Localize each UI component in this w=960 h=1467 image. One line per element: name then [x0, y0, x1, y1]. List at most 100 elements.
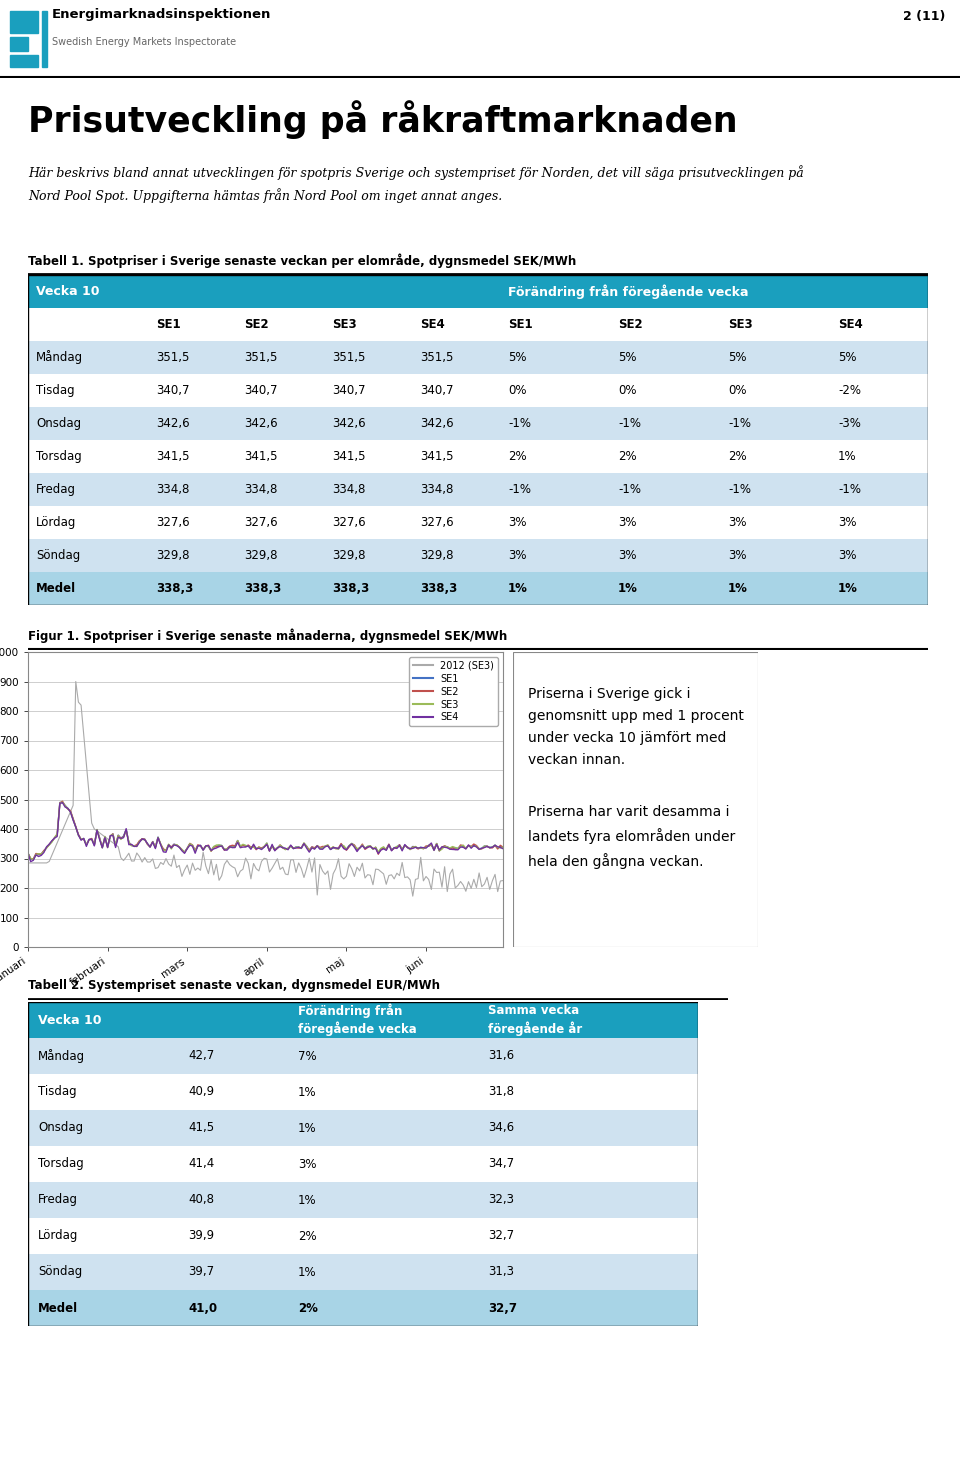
Text: 1%: 1% [618, 582, 637, 596]
Bar [412, 340, 500, 374]
Bar [500, 572, 610, 604]
Bar [28, 406, 148, 440]
Bar [478, 1289, 698, 1326]
Text: 1%: 1% [298, 1194, 317, 1206]
Text: -1%: -1% [618, 483, 641, 496]
Text: 40,8: 40,8 [188, 1194, 214, 1206]
Bar [10, 10, 38, 32]
Text: SE4: SE4 [838, 318, 863, 332]
Text: 351,5: 351,5 [420, 351, 453, 364]
Text: 32,7: 32,7 [488, 1229, 515, 1243]
Bar [28, 1074, 178, 1111]
Bar [324, 506, 412, 538]
Text: Medel: Medel [36, 582, 76, 596]
Bar [830, 308, 928, 340]
Bar [288, 1111, 478, 1146]
Text: Torsdag: Torsdag [38, 1157, 84, 1171]
Bar [830, 374, 928, 406]
Bar [500, 506, 610, 538]
Text: SE1: SE1 [156, 318, 180, 332]
Text: Figur 1. Spotpriser i Sverige senaste månaderna, dygnsmedel SEK/MWh: Figur 1. Spotpriser i Sverige senaste må… [28, 629, 507, 644]
Text: 338,3: 338,3 [244, 582, 281, 596]
Bar [178, 1074, 288, 1111]
Text: SE3: SE3 [728, 318, 753, 332]
Bar [236, 538, 324, 572]
Text: 1%: 1% [838, 582, 858, 596]
Text: 327,6: 327,6 [244, 516, 277, 530]
Bar [720, 440, 830, 472]
Text: 334,8: 334,8 [332, 483, 366, 496]
Bar [28, 440, 148, 472]
Text: 342,6: 342,6 [156, 417, 190, 430]
Bar [236, 406, 324, 440]
Bar [28, 1039, 178, 1074]
Bar [324, 572, 412, 604]
Text: 32,7: 32,7 [488, 1301, 517, 1314]
Bar [500, 374, 610, 406]
Bar [610, 506, 720, 538]
Text: 342,6: 342,6 [332, 417, 366, 430]
Bar [830, 406, 928, 440]
Text: Torsdag: Torsdag [36, 450, 82, 464]
Text: 41,0: 41,0 [188, 1301, 217, 1314]
Bar [610, 308, 720, 340]
Text: 342,6: 342,6 [244, 417, 277, 430]
Bar [412, 472, 500, 506]
Text: 2 (11): 2 (11) [902, 10, 945, 23]
Bar [610, 472, 720, 506]
Text: Vecka 10: Vecka 10 [36, 285, 100, 298]
Text: 1%: 1% [298, 1266, 317, 1279]
Text: 1%: 1% [728, 582, 748, 596]
Bar [28, 1111, 178, 1146]
Bar [478, 1254, 698, 1289]
Bar [236, 506, 324, 538]
Bar [478, 1111, 698, 1146]
Bar [500, 472, 610, 506]
Bar [610, 440, 720, 472]
Bar [28, 308, 148, 340]
Bar [288, 1254, 478, 1289]
Text: Priserna har varit desamma i
landets fyra elområden under
hela den gångna veckan: Priserna har varit desamma i landets fyr… [528, 805, 735, 870]
Text: 327,6: 327,6 [332, 516, 366, 530]
Text: 32,3: 32,3 [488, 1194, 514, 1206]
Text: 0%: 0% [728, 384, 747, 398]
Bar [28, 274, 500, 308]
Bar [148, 374, 236, 406]
Text: 342,6: 342,6 [420, 417, 454, 430]
Bar [28, 1146, 178, 1182]
Bar [324, 374, 412, 406]
Bar [178, 1289, 288, 1326]
Bar [500, 440, 610, 472]
Bar [236, 340, 324, 374]
Text: 329,8: 329,8 [332, 549, 366, 562]
Text: Vecka 10: Vecka 10 [38, 1014, 102, 1027]
Text: 3%: 3% [508, 549, 526, 562]
Text: 2%: 2% [508, 450, 527, 464]
Bar [412, 374, 500, 406]
Bar [288, 1146, 478, 1182]
Bar [830, 572, 928, 604]
Bar [236, 440, 324, 472]
Bar [478, 1002, 698, 1039]
Bar [500, 406, 610, 440]
Bar [148, 538, 236, 572]
Text: Onsdag: Onsdag [36, 417, 82, 430]
Bar [148, 472, 236, 506]
Text: SE4: SE4 [420, 318, 444, 332]
Bar [28, 1182, 178, 1218]
Bar [236, 308, 324, 340]
Text: Måndag: Måndag [38, 1049, 85, 1064]
Text: 340,7: 340,7 [244, 384, 277, 398]
Text: -1%: -1% [508, 483, 531, 496]
Text: Energimarknadsinspektionen: Energimarknadsinspektionen [52, 7, 272, 21]
Text: 34,6: 34,6 [488, 1121, 515, 1134]
Text: Fredag: Fredag [36, 483, 76, 496]
Text: 42,7: 42,7 [188, 1049, 214, 1062]
Bar [720, 406, 830, 440]
Text: Priserna i Sverige gick i
genomsnitt upp med 1 procent
under vecka 10 jämfört me: Priserna i Sverige gick i genomsnitt upp… [528, 688, 744, 766]
Text: 2%: 2% [728, 450, 747, 464]
Text: Tisdag: Tisdag [38, 1086, 77, 1099]
Bar [28, 1218, 178, 1254]
Text: 1%: 1% [508, 582, 528, 596]
Text: 1%: 1% [298, 1121, 317, 1134]
